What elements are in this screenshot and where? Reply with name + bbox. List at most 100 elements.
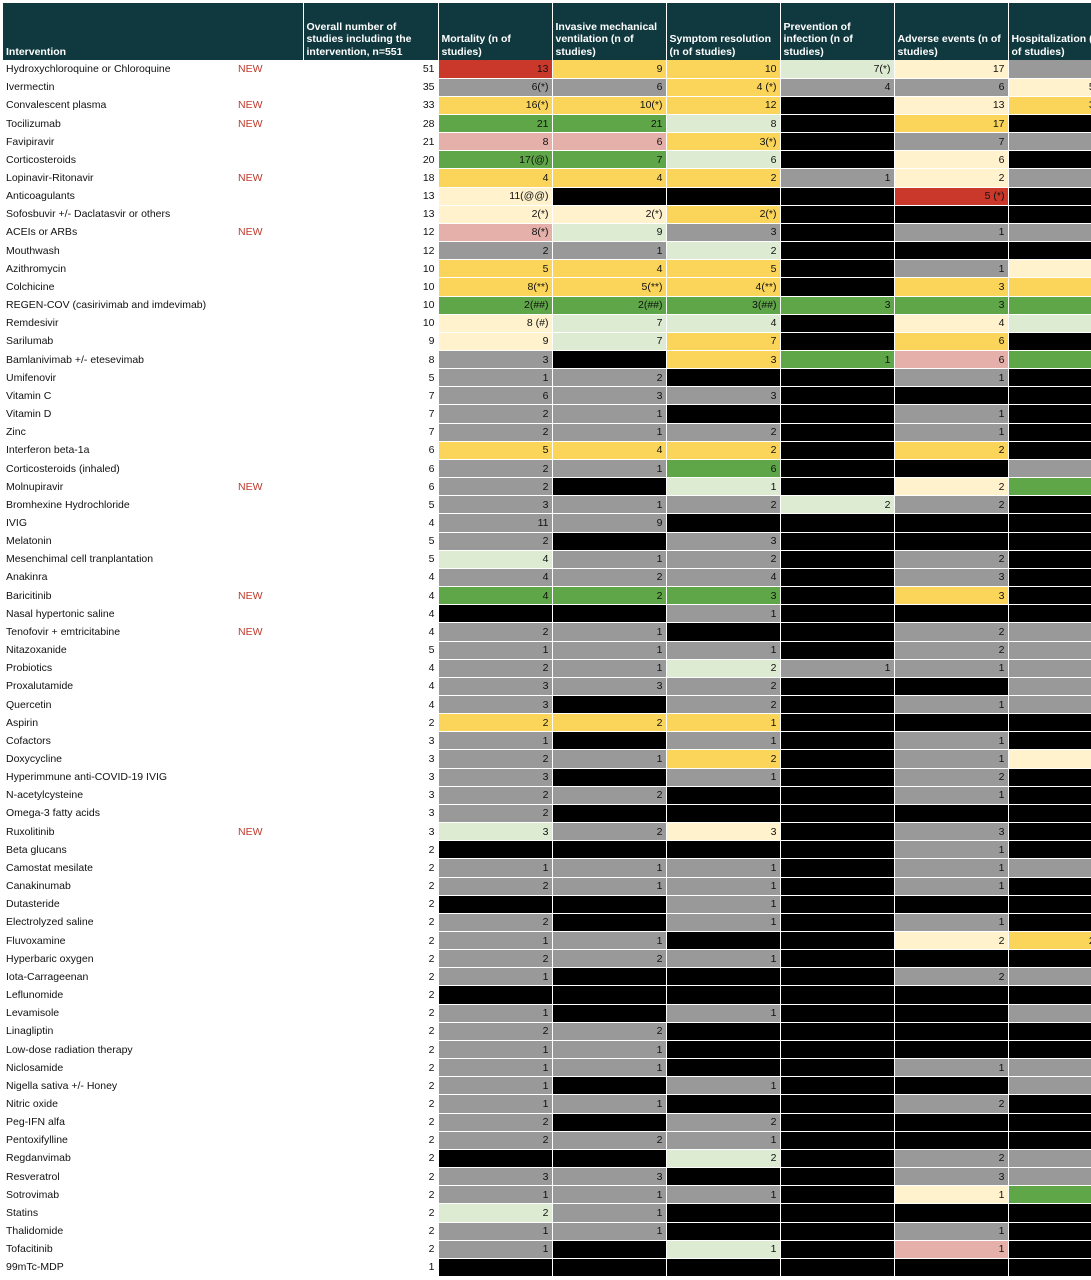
intervention-name: Linagliptin <box>3 1022 235 1041</box>
prevention-cell <box>780 314 895 333</box>
mechanical-ventilation-cell <box>552 913 667 933</box>
adverse-events-cell: 2 <box>894 477 1009 497</box>
mortality-cell: 1 <box>438 641 553 660</box>
overall-count: 3 <box>303 804 439 824</box>
table-row: Regdanvimab2221 <box>3 1149 1091 1169</box>
adverse-events-cell: 1 <box>894 749 1009 769</box>
mechanical-ventilation-cell: 1 <box>552 877 667 896</box>
table-row: Umifenovir 5 1 2 1 <box>3 368 1091 388</box>
intervention-name: Dutasteride <box>3 895 235 914</box>
adverse-events-cell: 2 <box>894 641 1009 660</box>
table-row: Tofacitinib 2 1 1 1 <box>3 1240 1091 1259</box>
header-symptom-resolution: Symptom resolution (n of studies) <box>666 3 781 60</box>
mortality-cell: 2 <box>438 1113 553 1132</box>
intervention-name: Tenofovir + emtricitabine <box>3 622 235 642</box>
overall-count: 5 <box>303 368 439 388</box>
adverse-events-cell: 3 <box>894 1167 1009 1187</box>
hospitalization-cell <box>1008 895 1091 914</box>
hospitalization-cell <box>1008 150 1091 170</box>
mortality-cell <box>438 895 553 914</box>
adverse-events-cell <box>894 985 1009 1005</box>
new-badge <box>235 1258 304 1277</box>
symptom-resolution-cell: 3(*) <box>666 132 781 152</box>
table-row: N-acetylcysteine 3 2 2 1 <box>3 786 1091 805</box>
hospitalization-cell <box>1008 985 1091 1005</box>
intervention-name: Hyperimmune anti-COVID-19 IVIG <box>3 768 235 787</box>
symptom-resolution-cell <box>666 967 781 987</box>
prevention-cell <box>780 768 895 787</box>
mortality-cell: 3 <box>438 677 553 696</box>
mechanical-ventilation-cell: 1 <box>552 404 667 424</box>
prevention-cell <box>780 695 895 715</box>
mechanical-ventilation-cell: 1 <box>552 550 667 569</box>
overall-count: 2 <box>303 1058 439 1078</box>
mortality-cell: 21 <box>438 114 553 134</box>
adverse-events-cell <box>894 604 1009 624</box>
hospitalization-cell <box>1008 1113 1091 1132</box>
mortality-cell: 3 <box>438 822 553 842</box>
mechanical-ventilation-cell: 1 <box>552 241 667 261</box>
overall-count: 9 <box>303 332 439 352</box>
intervention-name: Bamlanivimab +/- etesevimab <box>3 350 235 370</box>
mechanical-ventilation-cell: 4 <box>552 259 667 279</box>
overall-count: 2 <box>303 1022 439 1041</box>
symptom-resolution-cell <box>666 786 781 805</box>
intervention-name: Sofosbuvir +/- Daclatasvir or others <box>3 205 235 224</box>
prevention-cell <box>780 622 895 642</box>
prevention-cell <box>780 459 895 479</box>
symptom-resolution-cell <box>666 840 781 860</box>
symptom-resolution-cell: 1 <box>666 1004 781 1023</box>
intervention-name: Quercetin <box>3 695 235 715</box>
symptom-resolution-cell: 2 <box>666 495 781 515</box>
new-badge <box>235 205 304 224</box>
mortality-cell: 2 <box>438 1203 553 1223</box>
overall-count: 2 <box>303 1149 439 1169</box>
intervention-name: Hydroxychloroquine or Chloroquine <box>3 60 235 79</box>
new-badge <box>235 1004 304 1023</box>
adverse-events-cell <box>894 677 1009 696</box>
adverse-events-cell: 1 <box>894 731 1009 751</box>
table-row: Nasal hypertonic saline 4 1 <box>3 604 1091 624</box>
evidence-table-container: Intervention Overall number of studies i… <box>3 3 1091 1277</box>
header-prevention: Prevention of infection (n of studies) <box>780 3 895 60</box>
new-badge <box>235 1149 304 1169</box>
adverse-events-cell <box>894 1131 1009 1150</box>
mechanical-ventilation-cell <box>552 1240 667 1259</box>
adverse-events-cell: 2 <box>894 967 1009 987</box>
hospitalization-cell <box>1008 1240 1091 1259</box>
overall-count: 4 <box>303 677 439 696</box>
mortality-cell: 11 <box>438 513 553 533</box>
new-badge <box>235 659 304 678</box>
mechanical-ventilation-cell: 4 <box>552 168 667 188</box>
new-badge <box>235 241 304 261</box>
new-badge <box>235 495 304 515</box>
hospitalization-cell: 2 <box>1008 622 1091 642</box>
intervention-name: Tofacitinib <box>3 1240 235 1259</box>
mortality-cell: 2 <box>438 532 553 551</box>
hospitalization-cell: 7 <box>1008 60 1091 79</box>
mortality-cell: 16(*) <box>438 96 553 115</box>
prevention-cell <box>780 1022 895 1041</box>
overall-count: 4 <box>303 622 439 642</box>
hospitalization-cell <box>1008 1222 1091 1241</box>
table-row: Sofosbuvir +/- Daclatasvir or others 13 2(… <box>3 205 1091 224</box>
mortality-cell: 2 <box>438 713 553 733</box>
adverse-events-cell: 17 <box>894 114 1009 134</box>
mortality-cell: 2 <box>438 477 553 497</box>
hospitalization-cell <box>1008 513 1091 533</box>
hospitalization-cell <box>1008 822 1091 842</box>
table-row: Leflunomide 2 <box>3 985 1091 1005</box>
intervention-name: N-acetylcysteine <box>3 786 235 805</box>
prevention-cell <box>780 1113 895 1132</box>
prevention-cell <box>780 187 895 206</box>
overall-count: 51 <box>303 60 439 79</box>
adverse-events-cell <box>894 804 1009 824</box>
adverse-events-cell <box>894 713 1009 733</box>
mechanical-ventilation-cell: 2 <box>552 1022 667 1041</box>
symptom-resolution-cell: 7 <box>666 332 781 352</box>
new-badge <box>235 877 304 896</box>
symptom-resolution-cell: 12 <box>666 96 781 115</box>
hospitalization-cell <box>1008 386 1091 406</box>
